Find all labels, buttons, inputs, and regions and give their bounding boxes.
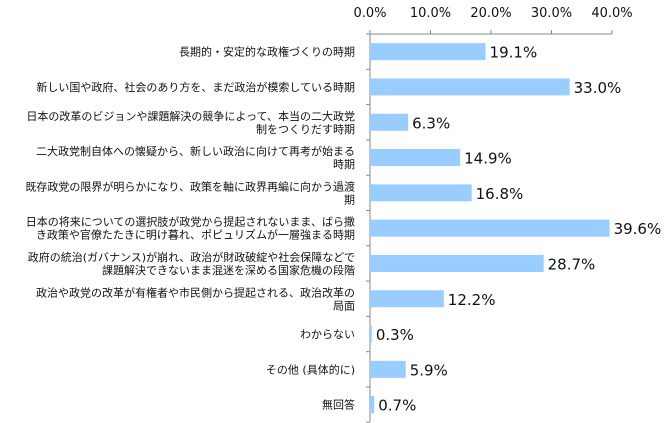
- data-label: 28.7%: [548, 255, 596, 273]
- bar: [370, 219, 610, 237]
- category-label-line: 政治や政党の改革が有権者や市民側から提起される、政治改革の: [36, 285, 355, 299]
- bar: [370, 360, 406, 378]
- data-label: 0.3%: [376, 326, 414, 344]
- data-label: 39.6%: [614, 220, 662, 238]
- data-label: 12.2%: [448, 291, 496, 309]
- bar: [370, 184, 472, 202]
- category-label: 日本の将来についての選択肢が政党から提起されないまま、ばら撒き政策や官僚たたきに…: [26, 215, 355, 242]
- category-label-line: 無回答: [322, 398, 355, 412]
- category-label-line: 制をつくりだす時期: [256, 123, 355, 136]
- data-label: 33.0%: [574, 79, 622, 97]
- bar: [370, 113, 409, 131]
- category-label-line: 既存政党の限界が明らかになり、政策を軸に政界再編に向かう過渡: [25, 179, 355, 193]
- bar: [370, 43, 486, 61]
- bar: [370, 290, 444, 308]
- category-label-line: 二大政党制自体への懐疑から、新しい政治に向けて再考が始まる: [36, 144, 355, 158]
- bar: [370, 254, 544, 272]
- category-label-line: き政策や官僚たたきに明け暮れ、ポピュリズムが一層強まる時期: [36, 228, 355, 242]
- bar: [370, 78, 570, 96]
- bar: [370, 325, 372, 343]
- x-tick-label: 40.0%: [591, 6, 632, 21]
- category-label: 既存政党の限界が明らかになり、政策を軸に政界再編に向かう過渡期: [25, 179, 355, 206]
- bar: [370, 396, 375, 414]
- category-label-line: 日本の改革のビジョンや課題解決の競争によって、本当の二大政党: [26, 109, 355, 123]
- x-tick-label: 0.0%: [353, 6, 386, 21]
- x-tick-label: 30.0%: [531, 6, 572, 21]
- bar: [370, 149, 461, 167]
- category-label: わからない: [300, 328, 355, 341]
- category-label: 政治や政党の改革が有権者や市民側から提起される、政治改革の局面: [36, 285, 355, 312]
- category-label: 政府の統治(ガバナンス)が崩れ、政治が財政破綻や社会保障などで課題解決できないま…: [28, 250, 355, 277]
- category-label-line: 長期的・安定的な政権づくりの時期: [179, 45, 355, 59]
- data-label: 19.1%: [490, 44, 538, 62]
- category-label: 無回答: [322, 398, 355, 412]
- category-label-line: 新しい国や政府、社会のあり方を、まだ政治が模索している時期: [36, 80, 355, 94]
- data-label: 5.9%: [410, 361, 448, 379]
- category-label: 二大政党制自体への懐疑から、新しい政治に向けて再考が始まる時期: [36, 144, 355, 171]
- category-label-line: 課題解決できないまま混迷を深める国家危機の段階: [102, 263, 355, 277]
- category-label: 長期的・安定的な政権づくりの時期: [179, 45, 355, 59]
- data-label: 6.3%: [412, 114, 450, 132]
- category-label-line: 時期: [333, 158, 355, 171]
- data-label: 14.9%: [464, 150, 512, 168]
- category-label: 日本の改革のビジョンや課題解決の競争によって、本当の二大政党制をつくりだす時期: [26, 109, 355, 136]
- category-label: その他 (具体的に): [266, 362, 355, 376]
- category-label-line: その他 (具体的に): [266, 362, 355, 376]
- category-label-line: 期: [344, 193, 355, 206]
- data-label: 0.7%: [378, 397, 416, 415]
- category-label: 新しい国や政府、社会のあり方を、まだ政治が模索している時期: [36, 80, 355, 94]
- data-label: 16.8%: [476, 185, 524, 203]
- x-tick-label: 10.0%: [410, 6, 451, 21]
- category-label-line: 政府の統治(ガバナンス)が崩れ、政治が財政破綻や社会保障などで: [28, 250, 355, 264]
- category-label-line: わからない: [300, 328, 355, 341]
- category-label-line: 日本の将来についての選択肢が政党から提起されないまま、ばら撒: [26, 215, 355, 229]
- x-tick-label: 20.0%: [470, 6, 511, 21]
- category-label-line: 局面: [333, 299, 355, 312]
